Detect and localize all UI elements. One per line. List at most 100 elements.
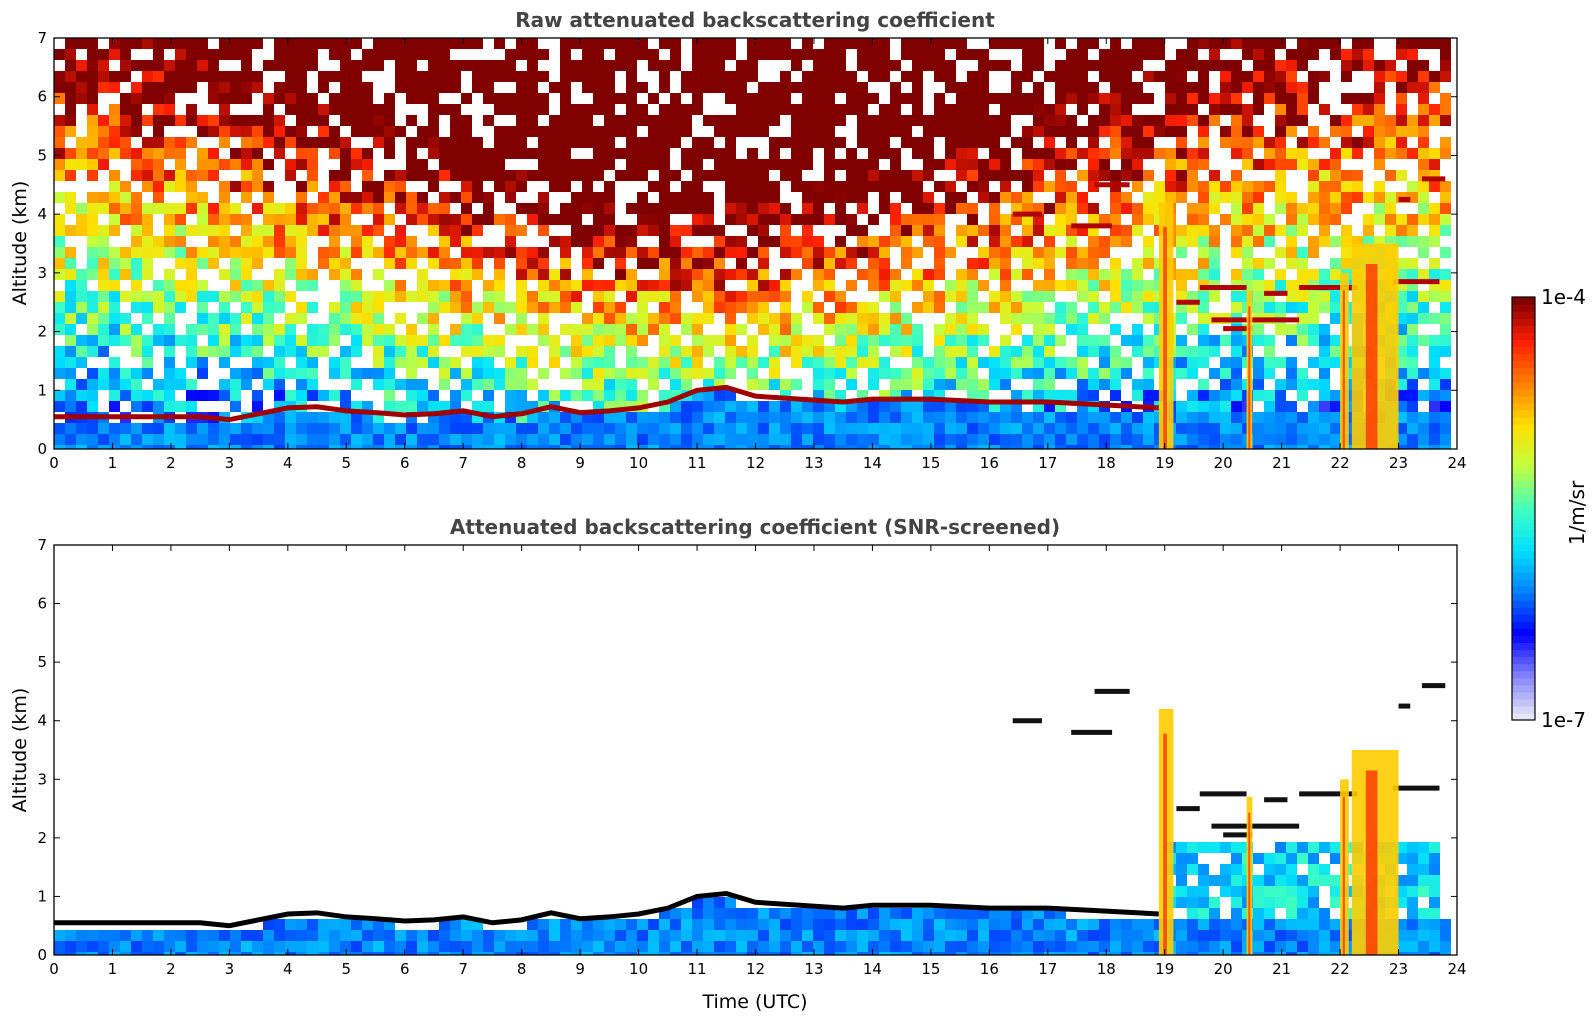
heatmap-cell xyxy=(1220,930,1231,941)
heatmap-cell xyxy=(1352,104,1363,115)
heatmap-cell xyxy=(637,280,648,291)
heatmap-cell xyxy=(395,291,406,302)
heatmap-cell xyxy=(65,192,76,203)
heatmap-cell xyxy=(626,930,637,941)
heatmap-cell xyxy=(472,302,483,313)
heatmap-cell xyxy=(450,258,461,269)
heatmap-cell xyxy=(846,313,857,324)
heatmap-cell xyxy=(725,346,736,357)
heatmap-cell xyxy=(1385,148,1396,159)
heatmap-cell xyxy=(703,291,714,302)
heatmap-cell xyxy=(109,71,120,82)
heatmap-cell xyxy=(593,247,604,258)
heatmap-cell xyxy=(1066,181,1077,192)
heatmap-cell xyxy=(648,93,659,104)
heatmap-cell xyxy=(846,159,857,170)
heatmap-cell xyxy=(1033,126,1044,137)
heatmap-cell xyxy=(549,269,560,280)
heatmap-cell xyxy=(373,423,384,434)
heatmap-cell xyxy=(1198,434,1209,445)
heatmap-cell xyxy=(1121,60,1132,71)
heatmap-cell xyxy=(406,192,417,203)
colorbar-band xyxy=(1512,579,1535,587)
heatmap-cell xyxy=(1132,159,1143,170)
heatmap-cell xyxy=(1055,214,1066,225)
heatmap-cell xyxy=(1154,38,1165,49)
heatmap-cell xyxy=(1187,302,1198,313)
heatmap-cell xyxy=(1110,49,1121,60)
heatmap-cell xyxy=(1165,71,1176,82)
heatmap-cell xyxy=(945,137,956,148)
heatmap-cell xyxy=(120,214,131,225)
heatmap-cell xyxy=(373,941,384,952)
heatmap-cell xyxy=(461,192,472,203)
heatmap-cell xyxy=(1033,214,1044,225)
heatmap-cell xyxy=(989,170,1000,181)
heatmap-cell xyxy=(1440,137,1451,148)
heatmap-cell xyxy=(340,104,351,115)
heatmap-cell xyxy=(802,302,813,313)
heatmap-cell xyxy=(307,941,318,952)
heatmap-cell xyxy=(659,214,670,225)
colorbar-band xyxy=(1512,501,1535,510)
heatmap-cell xyxy=(802,291,813,302)
heatmap-cell xyxy=(1407,225,1418,236)
heatmap-cell xyxy=(846,71,857,82)
heatmap-cell xyxy=(1429,919,1440,930)
heatmap-cell xyxy=(329,919,340,930)
heatmap-cell xyxy=(340,258,351,269)
heatmap-cell xyxy=(1121,952,1132,955)
heatmap-cell xyxy=(692,159,703,170)
heatmap-cell xyxy=(692,280,703,291)
heatmap-cell xyxy=(417,941,428,952)
heatmap-cell xyxy=(1088,60,1099,71)
heatmap-cell xyxy=(1066,445,1077,449)
heatmap-cell xyxy=(1055,170,1066,181)
heatmap-cell xyxy=(263,280,274,291)
heatmap-cell xyxy=(307,214,318,225)
heatmap-cell xyxy=(439,412,450,423)
heatmap-cell xyxy=(1275,357,1286,368)
heatmap-cell xyxy=(714,291,725,302)
heatmap-cell xyxy=(274,390,285,401)
heatmap-cell xyxy=(120,291,131,302)
heatmap-cell xyxy=(1407,390,1418,401)
heatmap-cell xyxy=(1385,236,1396,247)
heatmap-cell xyxy=(549,357,560,368)
heatmap-cell xyxy=(505,423,516,434)
heatmap-cell xyxy=(1198,291,1209,302)
heatmap-cell xyxy=(736,104,747,115)
heatmap-cell xyxy=(516,203,527,214)
heatmap-cell xyxy=(516,258,527,269)
heatmap-cell xyxy=(1286,368,1297,379)
heatmap-cell xyxy=(219,203,230,214)
heatmap-cell xyxy=(978,952,989,955)
heatmap-cell xyxy=(791,335,802,346)
heatmap-cell xyxy=(153,159,164,170)
heatmap-cell xyxy=(1286,225,1297,236)
heatmap-cell xyxy=(1011,401,1022,412)
heatmap-cell xyxy=(549,346,560,357)
heatmap-cell xyxy=(1308,313,1319,324)
heatmap-cell xyxy=(131,115,142,126)
heatmap-cell xyxy=(879,390,890,401)
heatmap-cell xyxy=(846,324,857,335)
heatmap-cell xyxy=(571,357,582,368)
heatmap-cell xyxy=(98,952,109,955)
heatmap-cell xyxy=(813,390,824,401)
heatmap-cell xyxy=(1374,60,1385,71)
heatmap-cell xyxy=(604,434,615,445)
heatmap-cell xyxy=(1407,853,1418,864)
heatmap-cell xyxy=(923,379,934,390)
heatmap-cell xyxy=(1440,115,1451,126)
heatmap-cell xyxy=(1330,445,1341,449)
heatmap-cell xyxy=(340,214,351,225)
heatmap-cell xyxy=(1033,104,1044,115)
heatmap-cell xyxy=(417,280,428,291)
heatmap-cell xyxy=(516,181,527,192)
x-tick-label: 9 xyxy=(575,454,585,472)
heatmap-cell xyxy=(120,258,131,269)
x-tick-label: 8 xyxy=(517,454,527,472)
heatmap-cell xyxy=(175,49,186,60)
heatmap-cell xyxy=(582,159,593,170)
